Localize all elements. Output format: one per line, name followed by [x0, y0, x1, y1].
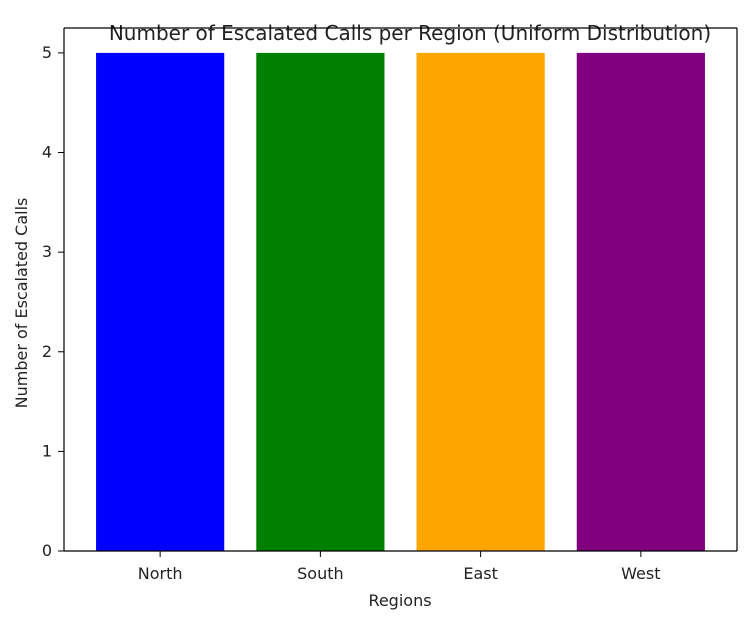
- bar-north: [96, 52, 225, 552]
- bars-layer: [96, 52, 705, 552]
- x-tick-label: North: [138, 564, 183, 583]
- x-ticks-layer: North South East West: [138, 551, 661, 583]
- x-tick-label: East: [463, 564, 498, 583]
- y-axis-label: Number of Escalated Calls: [12, 198, 31, 409]
- bar-south: [256, 52, 385, 552]
- y-tick-label: 2: [42, 342, 52, 361]
- x-axis-label: Regions: [368, 591, 431, 610]
- x-tick-label: West: [621, 564, 660, 583]
- x-tick-label: South: [297, 564, 344, 583]
- bar-east: [416, 52, 545, 552]
- bar-west: [576, 52, 705, 552]
- y-tick-label: 3: [42, 242, 52, 261]
- chart-title: Number of Escalated Calls per Region (Un…: [109, 21, 711, 45]
- y-tick-label: 1: [42, 441, 52, 460]
- y-tick-label: 0: [42, 541, 52, 560]
- y-tick-label: 4: [42, 143, 52, 162]
- y-ticks-layer: 0 1 2 3 4 5: [42, 43, 64, 560]
- y-tick-label: 5: [42, 43, 52, 62]
